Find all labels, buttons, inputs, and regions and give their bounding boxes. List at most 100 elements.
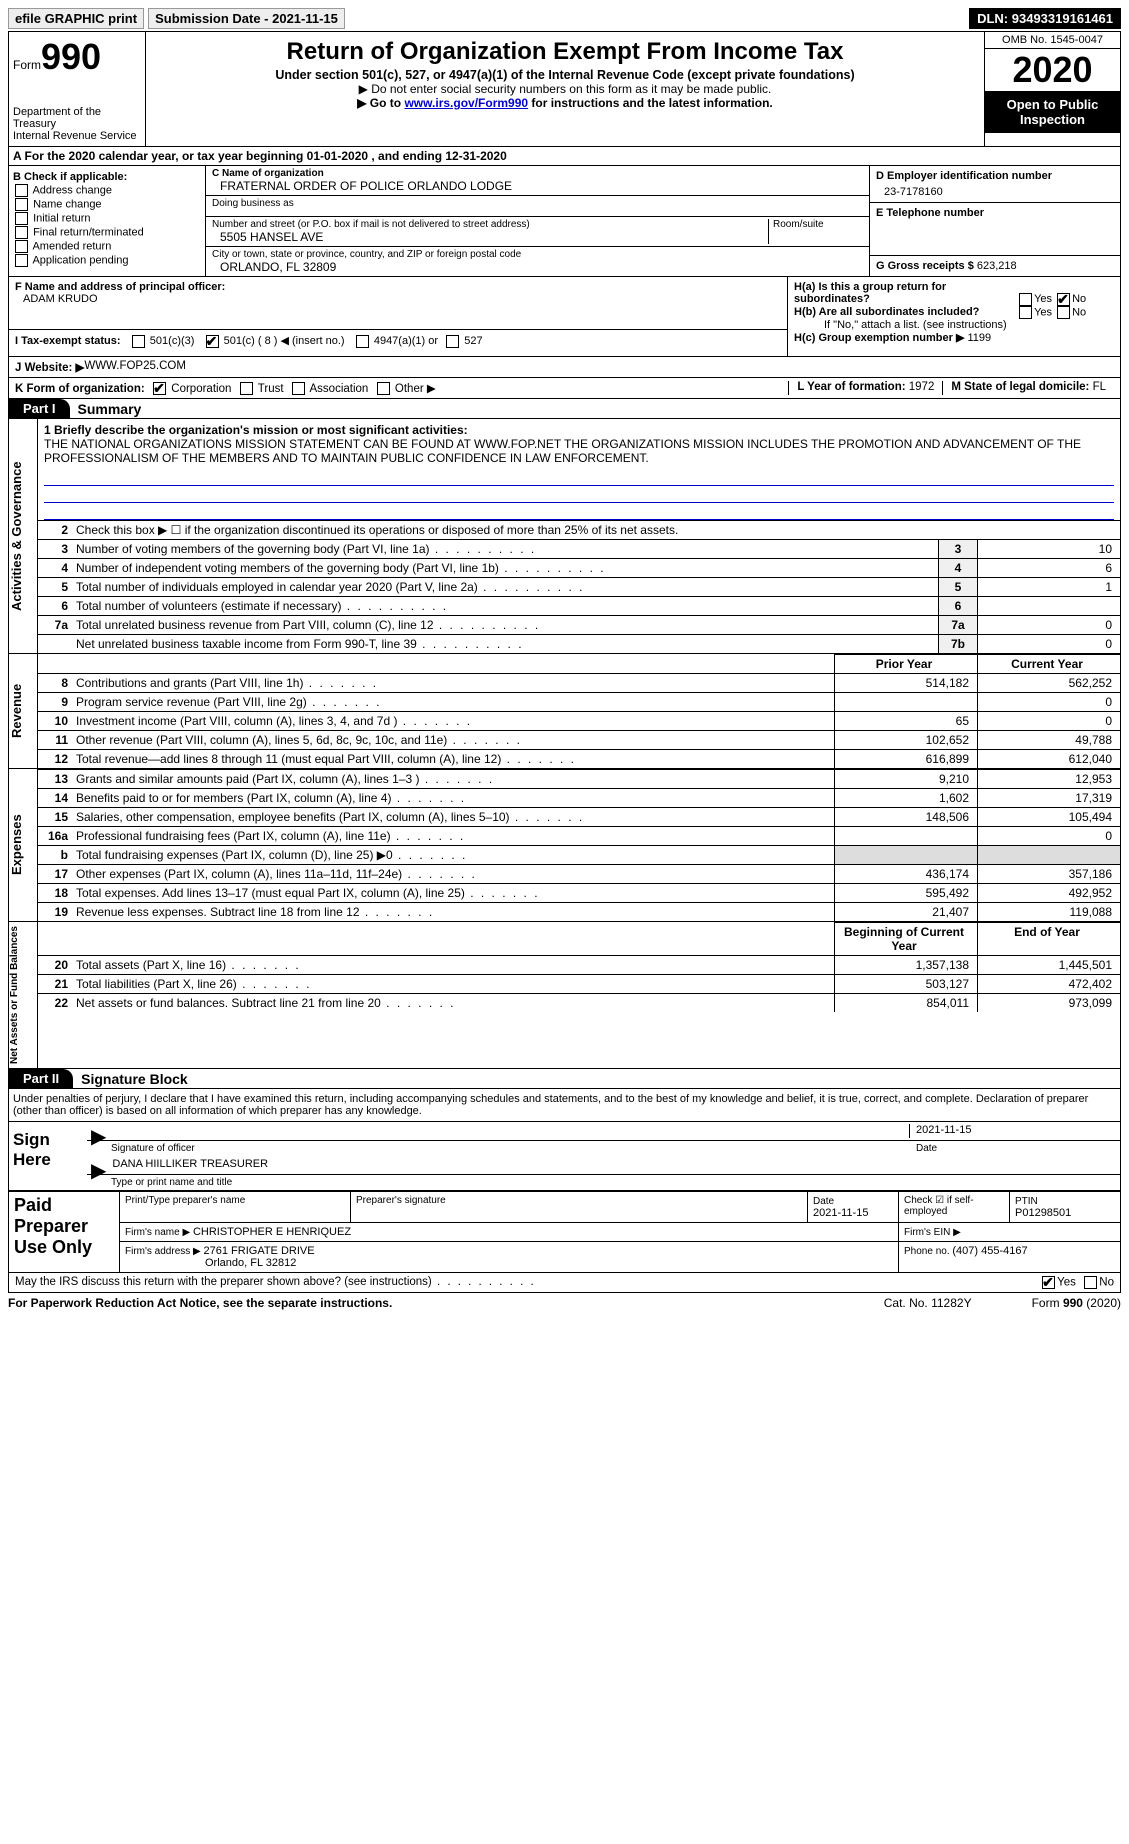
ck-hb-yes[interactable] (1019, 306, 1032, 319)
header-note1: ▶ Do not enter social security numbers o… (150, 82, 980, 96)
irs-link[interactable]: www.irs.gov/Form990 (404, 96, 528, 110)
footer-form: Form 990 (2020) (1032, 1296, 1121, 1310)
b-item-1: Name change (33, 198, 102, 210)
ck-address[interactable] (15, 184, 28, 197)
ck-4947[interactable] (356, 335, 369, 348)
c-dba-row: Doing business as (206, 196, 869, 217)
ha-no: No (1072, 293, 1086, 305)
line2: Check this box ▶ ☐ if the organization d… (72, 521, 1120, 540)
street-value: 5505 HANSEL AVE (212, 230, 764, 244)
ck-501c3[interactable] (132, 335, 145, 348)
top-toolbar: efile GRAPHIC print Submission Date - 20… (8, 8, 1121, 29)
discuss-row: May the IRS discuss this return with the… (8, 1273, 1121, 1293)
f-officer: F Name and address of principal officer:… (9, 277, 788, 356)
part2-header: Part II Signature Block (8, 1069, 1121, 1089)
net-table: Beginning of Current YearEnd of Year 20T… (38, 922, 1120, 1012)
m-value: FL (1093, 381, 1106, 393)
header-left: Form 990 Department of the Treasury Inte… (9, 32, 146, 146)
declaration: Under penalties of perjury, I declare th… (8, 1089, 1121, 1122)
ck-hb-no[interactable] (1057, 306, 1070, 319)
ck-assoc[interactable] (292, 382, 305, 395)
ck-initial[interactable] (15, 212, 28, 225)
section-bcde: B Check if applicable: Address change Na… (8, 166, 1121, 277)
dln-label: DLN: (977, 11, 1012, 26)
line1: 1 Briefly describe the organization's mi… (38, 419, 1120, 469)
ck-527[interactable] (446, 335, 459, 348)
ck-pending[interactable] (15, 254, 28, 267)
row-j: J Website: ▶ WWW.FOP25.COM (8, 357, 1121, 378)
b-title: B Check if applicable: (13, 171, 201, 183)
ck-ha-yes[interactable] (1019, 293, 1032, 306)
firm-addr1: 2761 FRIGATE DRIVE (204, 1245, 315, 1257)
rev-table: Prior YearCurrent Year 8Contributions an… (38, 654, 1120, 768)
c-name-label: C Name of organization (212, 168, 863, 179)
ck-namechange[interactable] (15, 198, 28, 211)
ck-corp[interactable] (153, 382, 166, 395)
vtab-rev: Revenue (9, 654, 38, 768)
efile-button[interactable]: efile GRAPHIC print (8, 8, 144, 29)
ptin: P01298501 (1015, 1207, 1071, 1219)
ck-other[interactable] (377, 382, 390, 395)
row-klm: K Form of organization: Corporation Trus… (8, 378, 1121, 399)
mission-blank1 (44, 469, 1114, 486)
header-right: OMB No. 1545-0047 2020 Open to Public In… (984, 32, 1120, 146)
hb-yes: Yes (1034, 306, 1052, 318)
form-label: Form (13, 58, 41, 72)
ck-final[interactable] (15, 226, 28, 239)
form-title: Return of Organization Exempt From Incom… (150, 38, 980, 66)
part2-badge: Part II (9, 1069, 73, 1088)
i-opt-0: 501(c)(3) (150, 335, 195, 347)
ck-amended[interactable] (15, 240, 28, 253)
note2-pre: ▶ Go to (357, 96, 404, 110)
k-opt-1: Trust (258, 383, 284, 395)
k-opt-3: Other ▶ (395, 383, 436, 395)
receipts-label: G Gross receipts $ (876, 260, 977, 272)
line1-label: 1 Briefly describe the organization's mi… (44, 423, 468, 437)
b-item-0: Address change (32, 184, 112, 196)
discuss-no: No (1099, 1277, 1114, 1289)
k-opt-2: Association (310, 383, 369, 395)
ein-label: D Employer identification number (876, 170, 1114, 182)
ck-discuss-no[interactable] (1084, 1276, 1097, 1289)
hdr-boy: Beginning of Current Year (835, 923, 978, 956)
i-label: I Tax-exempt status: (15, 335, 121, 347)
hc-label: H(c) Group exemption number ▶ (794, 332, 967, 344)
l-label: L Year of formation: (797, 381, 908, 393)
ck-trust[interactable] (240, 382, 253, 395)
ck-discuss-yes[interactable] (1042, 1276, 1055, 1289)
b-item-3: Final return/terminated (33, 226, 144, 238)
p-self: Check ☑ if self-employed (899, 1192, 1010, 1223)
j-website: WWW.FOP25.COM (84, 360, 186, 374)
hdr-cy: Current Year (978, 655, 1121, 674)
c-name-row: C Name of organization FRATERNAL ORDER O… (206, 166, 869, 196)
h-block: H(a) Is this a group return for subordin… (788, 277, 1120, 356)
g-receipts-row: G Gross receipts $ 623,218 (870, 256, 1120, 276)
b-item-2: Initial return (33, 212, 90, 224)
firm-name-label: Firm's name ▶ (125, 1227, 193, 1238)
k-label: K Form of organization: (15, 383, 145, 395)
part1-net: Net Assets or Fund Balances Beginning of… (8, 922, 1121, 1069)
name-title-label: Type or print name and title (111, 1177, 232, 1188)
phone-label: E Telephone number (876, 207, 984, 219)
footer-cat: Cat. No. 11282Y (884, 1296, 972, 1310)
date-label: Date (916, 1143, 1116, 1154)
sub-date: 2021-11-15 (272, 11, 338, 26)
tax-year: 2020 (985, 49, 1120, 91)
ck-ha-no[interactable] (1057, 293, 1070, 306)
phone-value: (407) 455-4167 (952, 1245, 1027, 1257)
k-block: K Form of organization: Corporation Trus… (15, 381, 788, 395)
ha-label: H(a) Is this a group return for subordin… (794, 281, 1014, 305)
ptin-label: PTIN (1015, 1196, 1038, 1207)
j-label: J Website: ▶ (15, 360, 84, 374)
org-name: FRATERNAL ORDER OF POLICE ORLANDO LODGE (212, 179, 863, 193)
l-block: L Year of formation: 1972 (788, 381, 942, 395)
e-phone-row: E Telephone number (870, 203, 1120, 256)
sub-label: Submission Date - (155, 11, 272, 26)
d-ein-row: D Employer identification number 23-7178… (870, 166, 1120, 203)
ck-501c[interactable] (206, 335, 219, 348)
firm-addr2: Orlando, FL 32812 (125, 1257, 296, 1269)
receipts-value: 623,218 (977, 260, 1017, 272)
m-block: M State of legal domicile: FL (942, 381, 1114, 395)
part1-exp: Expenses 13Grants and similar amounts pa… (8, 769, 1121, 922)
header-mid: Return of Organization Exempt From Incom… (146, 32, 984, 146)
